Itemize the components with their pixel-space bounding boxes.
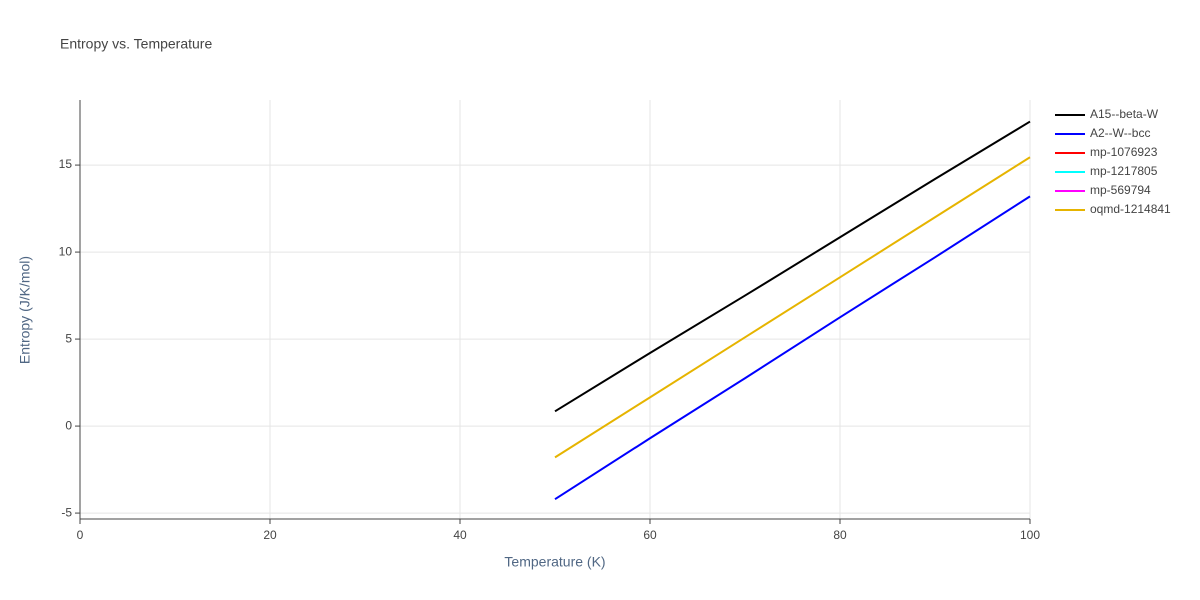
chart-title: Entropy vs. Temperature (60, 36, 212, 52)
x-tick-label: 0 (77, 528, 84, 542)
legend-label: A2--W--bcc (1090, 126, 1150, 140)
series-line (554, 156, 1031, 459)
x-tick-label: 40 (453, 528, 467, 542)
legend-label: mp-1076923 (1090, 145, 1158, 159)
x-tick-label: 20 (263, 528, 277, 542)
y-tick-label: 5 (65, 331, 72, 345)
y-axis-title: Entropy (J/K/mol) (17, 256, 33, 364)
legend-label: mp-569794 (1090, 183, 1151, 197)
y-tick-label: -5 (61, 505, 72, 519)
series-line (554, 120, 1031, 413)
y-tick-label: 10 (59, 244, 73, 258)
legend-label: oqmd-1214841 (1090, 202, 1171, 216)
series-line (554, 195, 1031, 501)
x-axis-title: Temperature (K) (504, 554, 605, 570)
x-tick-label: 100 (1020, 528, 1040, 542)
x-tick-label: 80 (833, 528, 847, 542)
x-tick-label: 60 (643, 528, 657, 542)
legend-label: A15--beta-W (1090, 107, 1159, 121)
legend-label: mp-1217805 (1090, 164, 1158, 178)
y-tick-label: 0 (65, 418, 72, 432)
y-tick-label: 15 (59, 157, 73, 171)
